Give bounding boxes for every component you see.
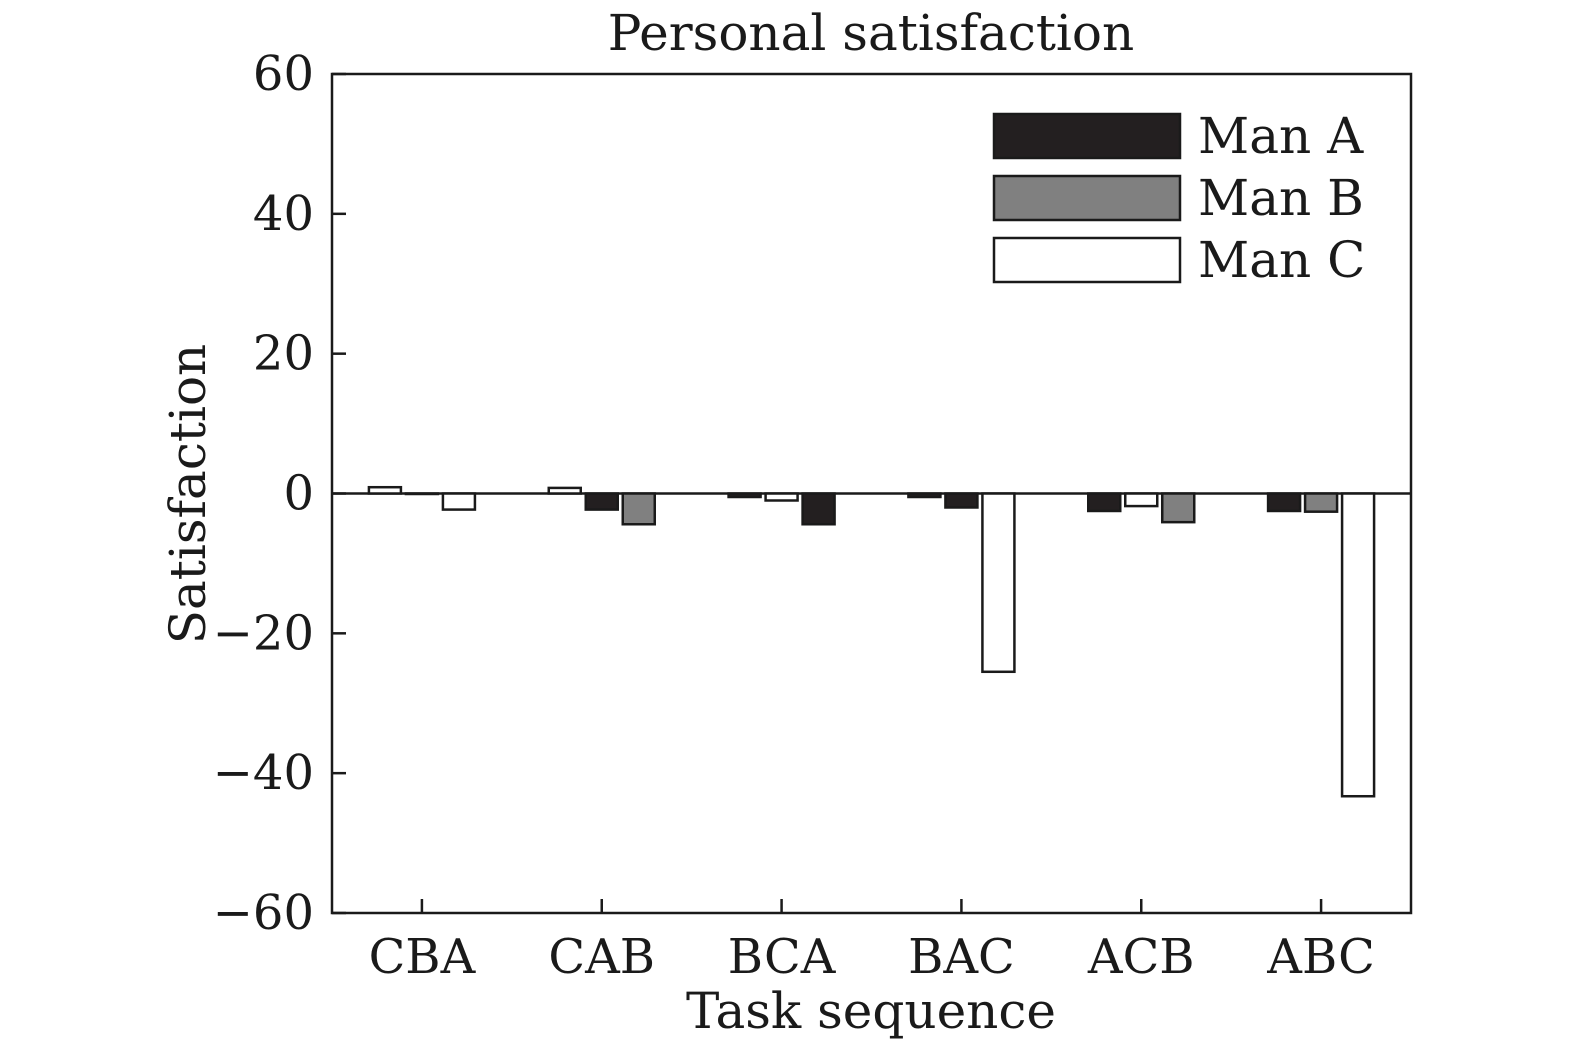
y-tick-label: −20: [213, 605, 314, 661]
legend-label: Man C: [1198, 231, 1365, 289]
legend-swatch: [992, 236, 1182, 284]
y-tick-label: 0: [283, 466, 314, 522]
bar-ACB-man-b: [1161, 492, 1196, 524]
bar-ACB-man-c: [1124, 492, 1159, 508]
chart-title: Personal satisfaction: [608, 4, 1134, 62]
y-tick-label: 60: [253, 46, 314, 102]
bar-BCA-man-c: [764, 492, 799, 502]
legend-label: Man A: [1198, 107, 1364, 165]
legend-label: Man B: [1198, 169, 1364, 227]
bar-BAC-man-c: [981, 492, 1016, 674]
y-tick-label: 40: [253, 186, 314, 242]
y-tick-label: −60: [213, 885, 314, 941]
bar-CBA-man-c: [367, 485, 403, 495]
bar-BCA-man-a: [801, 492, 836, 526]
bar-CAB-man-c: [547, 486, 582, 495]
bar-BAC-man-a: [944, 492, 979, 509]
legend-swatch: [992, 112, 1182, 160]
x-tick-label: CBA: [369, 929, 477, 985]
bar-ABC-man-b: [1303, 492, 1339, 513]
plot-area: [332, 485, 1411, 798]
bar-CBA-man-a: [404, 492, 440, 496]
bar-ACB-man-a: [1087, 492, 1122, 513]
bar-CAB-man-b: [621, 492, 656, 526]
x-axis-label: Task sequence: [686, 982, 1056, 1040]
legend-swatch: [992, 174, 1182, 222]
y-axis: 60 40 20 0 −20 −40 −60: [213, 46, 346, 941]
bar-BAC-man-a: [907, 492, 942, 499]
x-tick-label: ABC: [1266, 929, 1375, 985]
bar-CBA-man-c: [441, 492, 477, 511]
x-tick-label: ACB: [1087, 929, 1195, 985]
bar-ABC-man-c: [1340, 492, 1376, 798]
y-tick-label: 20: [253, 326, 314, 382]
x-axis: CBA CAB BCA BAC ACB ABC: [369, 899, 1375, 985]
bar-ABC-man-a: [1266, 492, 1302, 513]
x-tick-label: CAB: [548, 929, 655, 985]
x-tick-label: BCA: [728, 929, 837, 985]
y-axis-label: Satisfaction: [159, 344, 217, 645]
bar-CAB-man-a: [584, 492, 619, 511]
bar-BCA-man-a: [727, 492, 762, 499]
x-tick-label: BAC: [908, 929, 1015, 985]
y-tick-label: −40: [213, 745, 314, 801]
